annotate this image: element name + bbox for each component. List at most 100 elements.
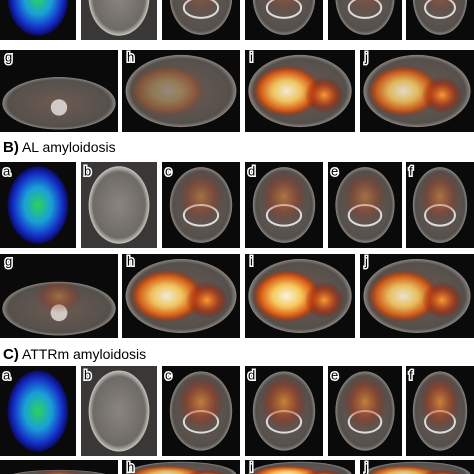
bone — [265, 0, 303, 19]
panel-label: f — [409, 163, 413, 178]
uptake — [423, 469, 462, 474]
brain-ct — [88, 166, 150, 244]
image-panel: a — [0, 366, 76, 456]
image-panel: i — [245, 48, 355, 132]
image-panel: c — [162, 162, 240, 248]
image-panel: g — [0, 252, 118, 338]
image-panel — [406, 0, 474, 40]
uptake — [304, 77, 345, 114]
uptake — [304, 281, 345, 319]
image-panel: b — [81, 162, 157, 248]
uptake — [177, 375, 225, 429]
panel-label: h — [127, 49, 134, 64]
brain-ct — [88, 0, 150, 36]
panel-label: d — [248, 367, 255, 382]
image-panel: i — [245, 458, 355, 474]
panel-label: d — [248, 163, 255, 178]
panel-label: j — [364, 49, 368, 64]
image-panel: h — [122, 458, 240, 474]
image-panel: j — [360, 48, 474, 132]
image-panel: f — [406, 366, 474, 456]
uptake — [260, 375, 308, 429]
bone — [182, 0, 220, 19]
uptake — [35, 469, 83, 474]
uptake — [367, 465, 440, 474]
panel-label: e — [331, 163, 338, 178]
brain-pet — [7, 0, 69, 36]
image-panel: i — [245, 252, 355, 338]
uptake — [129, 64, 205, 118]
image-panel: j — [360, 458, 474, 474]
panel-label: e — [331, 367, 338, 382]
bone — [347, 0, 383, 19]
uptake — [177, 170, 225, 223]
uptake — [262, 0, 306, 15]
image-panel: h — [122, 252, 240, 338]
uptake — [251, 269, 322, 323]
section-title: AL amyloidosis — [22, 139, 116, 155]
image-panel — [0, 0, 76, 40]
uptake — [35, 279, 83, 313]
image-panel — [328, 0, 402, 40]
image-panel: c — [162, 366, 240, 456]
image-panel: e — [328, 366, 402, 456]
bone — [424, 0, 456, 19]
uptake — [421, 0, 459, 15]
image-panel — [245, 0, 323, 40]
section-title: ATTRm amyloidosis — [22, 346, 146, 362]
uptake — [251, 465, 322, 474]
image-background — [0, 460, 118, 474]
image-panel: b — [81, 366, 157, 456]
uptake — [366, 64, 440, 118]
image-panel: g — [0, 48, 118, 132]
panel-label: b — [84, 163, 91, 178]
uptake — [421, 77, 463, 114]
image-panel: f — [406, 162, 474, 248]
uptake — [187, 469, 227, 474]
image-panel — [81, 0, 157, 40]
panel-label: b — [84, 367, 91, 382]
brain-ct — [88, 370, 150, 452]
panel-label: a — [3, 367, 11, 382]
panel-label: i — [250, 459, 253, 474]
image-panel — [162, 0, 240, 40]
panel-label: g — [5, 49, 12, 64]
section-heading: C) ATTRm amyloidosis — [3, 346, 146, 363]
panel-label: i — [250, 253, 253, 268]
brain-pet — [7, 166, 69, 244]
image-panel — [0, 460, 118, 474]
section-letter: C) — [3, 346, 19, 363]
image-panel: d — [245, 162, 323, 248]
panel-label: c — [165, 163, 172, 178]
image-panel: e — [328, 162, 402, 248]
uptake — [342, 170, 388, 223]
uptake — [419, 375, 461, 429]
panel-label: a — [3, 163, 11, 178]
uptake — [129, 269, 205, 323]
uptake — [366, 269, 440, 323]
image-panel: d — [245, 366, 323, 456]
section-letter: B) — [3, 139, 19, 156]
uptake — [344, 0, 386, 15]
panel-label: f — [409, 367, 413, 382]
uptake — [260, 170, 308, 223]
section-heading: B) AL amyloidosis — [3, 139, 116, 156]
image-panel: a — [0, 162, 76, 248]
uptake — [419, 170, 461, 223]
uptake — [185, 281, 229, 319]
panel-label: g — [5, 253, 12, 268]
vertebra — [50, 99, 68, 116]
uptake — [251, 64, 322, 118]
uptake — [179, 0, 223, 15]
panel-label: j — [364, 253, 368, 268]
image-panel: j — [360, 252, 474, 338]
uptake — [129, 465, 205, 474]
uptake — [305, 469, 343, 474]
brain-pet — [7, 370, 69, 452]
panel-label: h — [127, 459, 134, 474]
uptake — [342, 375, 388, 429]
panel-label: i — [250, 49, 253, 64]
panel-label: h — [127, 253, 134, 268]
panel-label: c — [165, 367, 172, 382]
